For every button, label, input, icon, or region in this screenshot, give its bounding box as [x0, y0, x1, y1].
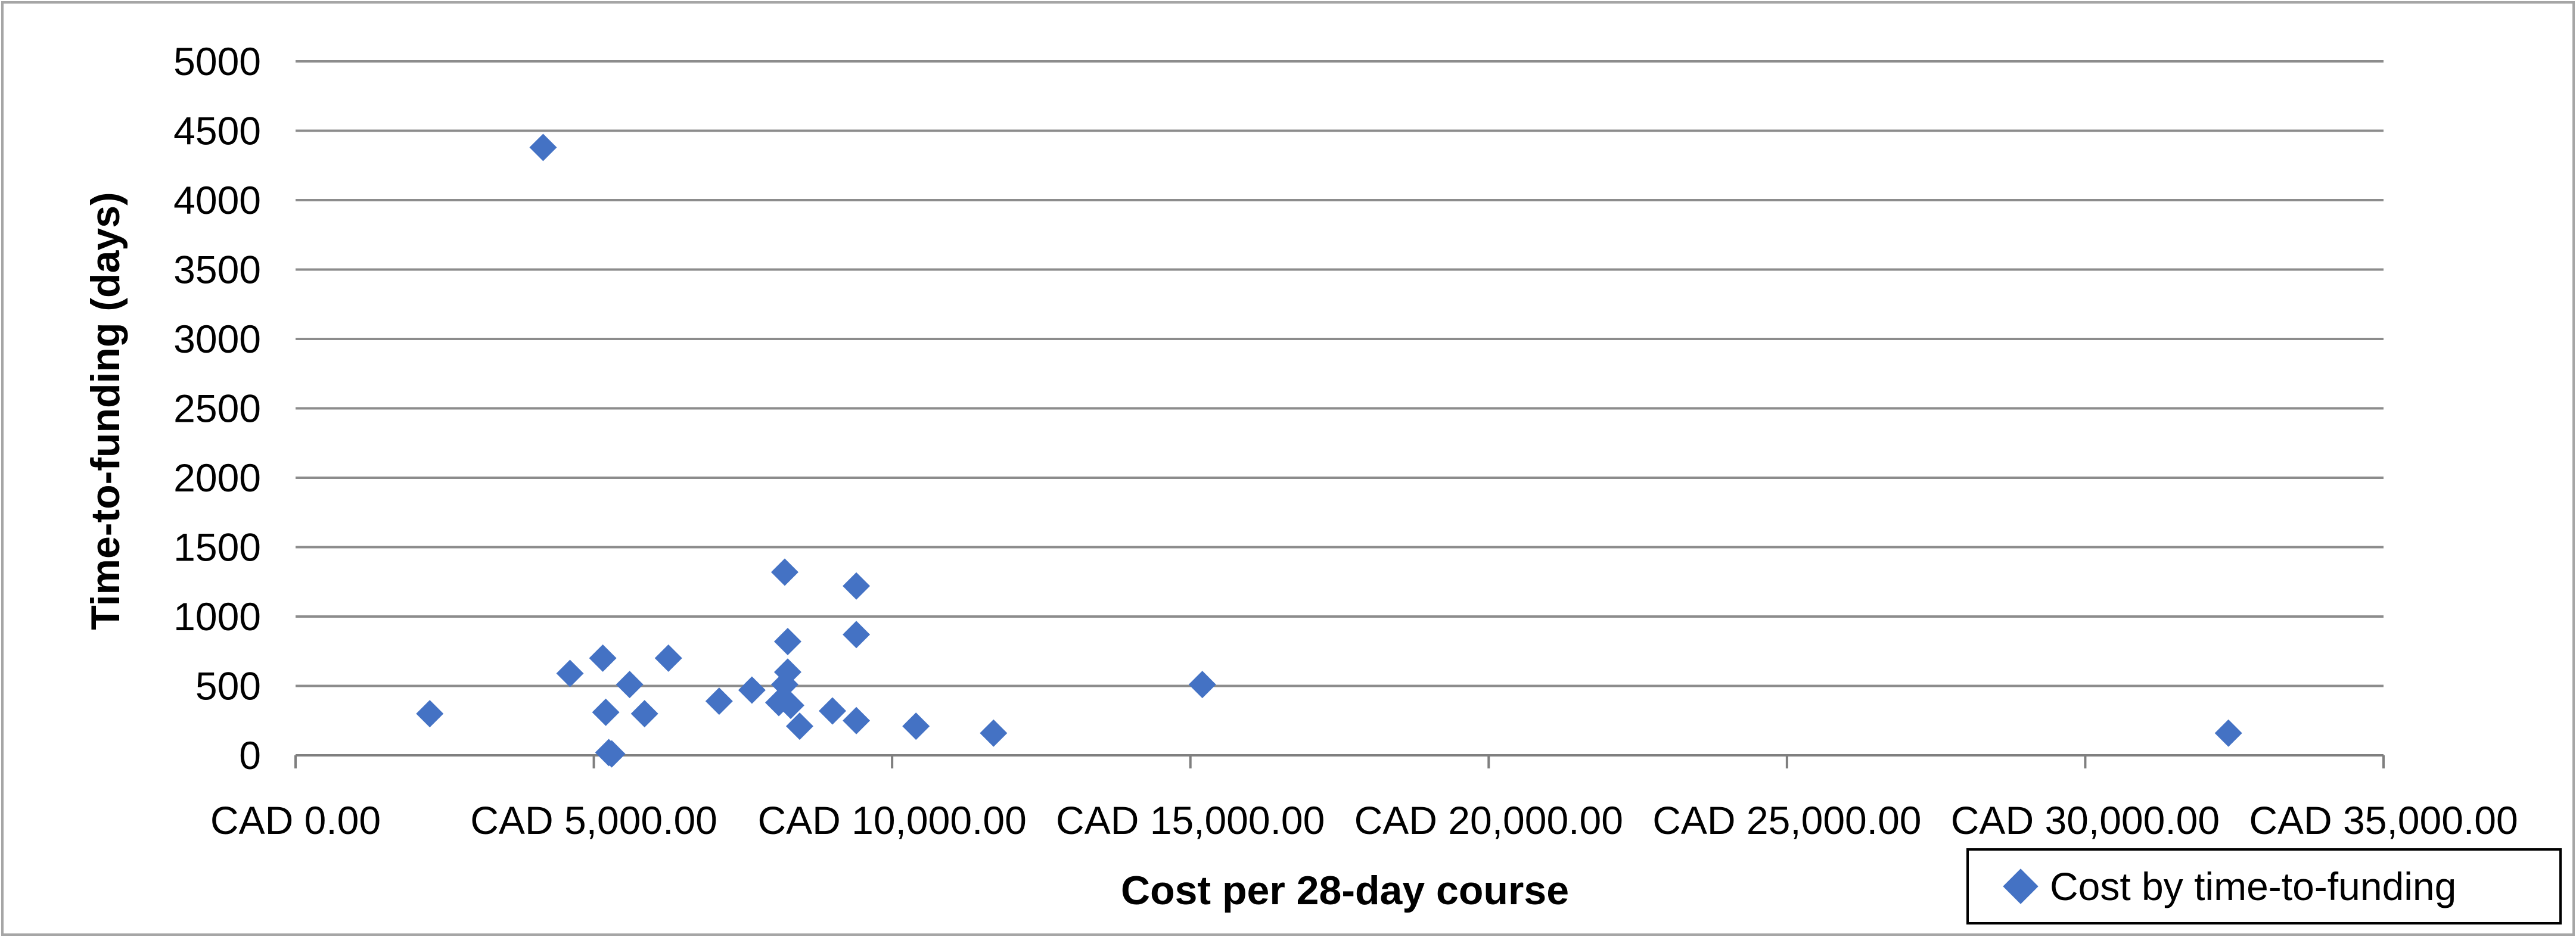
- x-tick-label: CAD 15,000.00: [1056, 798, 1325, 842]
- y-tick-label: 4000: [173, 178, 261, 222]
- y-tick-label: 3500: [173, 248, 261, 292]
- data-point: [2214, 719, 2242, 747]
- y-tick-label: 4500: [173, 109, 261, 153]
- x-tick-label: CAD 25,000.00: [1652, 798, 1921, 842]
- data-point: [556, 659, 584, 687]
- y-tick-label: 1500: [173, 525, 261, 569]
- y-tick-label: 2000: [173, 456, 261, 500]
- legend-box: [1966, 848, 2562, 924]
- legend: Cost by time-to-funding: [1966, 848, 2562, 924]
- data-point: [770, 558, 798, 586]
- data-point: [589, 644, 617, 672]
- data-point: [902, 712, 930, 740]
- data-point: [843, 572, 871, 600]
- y-tick-label: 0: [239, 733, 261, 777]
- x-axis-ticks: [294, 755, 2385, 768]
- y-tick-label: 1000: [173, 594, 261, 639]
- x-tick-label: CAD 35,000.00: [2249, 798, 2518, 842]
- x-tick-label: CAD 20,000.00: [1354, 798, 1623, 842]
- x-axis-title: Cost per 28-day course: [1121, 868, 1569, 913]
- data-point: [1188, 671, 1216, 699]
- data-point: [416, 700, 444, 728]
- y-tick-label: 500: [195, 664, 261, 708]
- data-point: [843, 621, 871, 649]
- data-point: [773, 658, 801, 686]
- gridlines: [296, 60, 2384, 687]
- data-point: [776, 692, 804, 720]
- legend-label: Cost by time-to-funding: [2050, 864, 2456, 908]
- data-point: [630, 700, 658, 728]
- x-tick-label: CAD 10,000.00: [757, 798, 1026, 842]
- data-points: [416, 133, 2242, 768]
- data-point: [773, 627, 801, 655]
- y-tick-label: 5000: [173, 39, 261, 83]
- y-axis-title: Time-to-funding (days): [83, 192, 128, 630]
- data-point: [738, 676, 766, 704]
- data-point: [592, 698, 620, 726]
- data-point: [980, 719, 1008, 747]
- legend-marker-icon: [2003, 868, 2039, 904]
- x-tick-label: CAD 30,000.00: [1951, 798, 2220, 842]
- x-tick-label: CAD 5,000.00: [470, 798, 717, 842]
- data-point: [705, 687, 733, 715]
- y-axis-tick-labels: 0 500 1000 1500 2000 2500 3000 3500 4000 4500 5000: [173, 39, 261, 777]
- data-point: [616, 671, 644, 699]
- x-axis-tick-labels: CAD 0.00 CAD 5,000.00 CAD 10,000.00 CAD 15,…: [210, 798, 2518, 842]
- y-tick-label: 3000: [173, 317, 261, 361]
- data-point: [785, 712, 813, 740]
- y-tick-label: 2500: [173, 387, 261, 431]
- data-point: [843, 706, 871, 734]
- data-point: [529, 133, 557, 161]
- x-tick-label: CAD 0.00: [210, 798, 381, 842]
- data-point: [819, 697, 847, 725]
- data-point: [654, 644, 682, 672]
- data-point: [598, 740, 626, 768]
